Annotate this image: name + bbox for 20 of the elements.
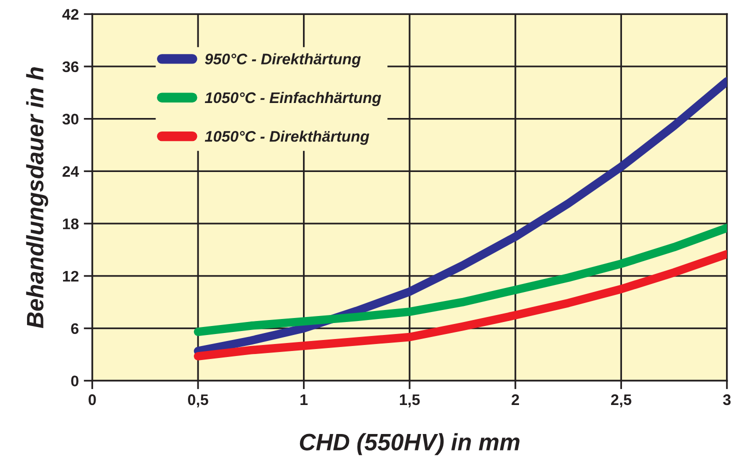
legend-label: 1050°C - Einfachhärtung	[204, 92, 382, 106]
y-tick-label: 30	[62, 114, 78, 125]
y-tick-label: 6	[71, 323, 79, 334]
x-tick-label: 1	[300, 394, 308, 405]
y-tick-label: 12	[63, 270, 78, 282]
y-tick-label: 18	[63, 218, 79, 230]
legend-label: 950°C - Direkthärtung	[204, 53, 361, 68]
x-tick-label: 3	[723, 394, 731, 406]
x-tick-label: 1,5	[400, 394, 420, 408]
y-axis-title: Behandlungsdauer in h	[26, 67, 48, 328]
y-tick-label: 24	[62, 166, 79, 177]
x-tick-label: 2,5	[611, 394, 632, 408]
y-tick-label: 42	[62, 8, 78, 20]
x-tick-label: 2	[512, 394, 520, 405]
x-tick-label: 0,5	[188, 394, 208, 408]
y-tick-label: 0	[71, 376, 78, 386]
x-axis-title: CHD (550HV) in mm	[300, 433, 520, 456]
x-tick-label: 0	[88, 394, 96, 406]
legend-label: 1050°C - Direkthärtung	[204, 130, 370, 145]
y-tick-label: 36	[62, 61, 79, 72]
